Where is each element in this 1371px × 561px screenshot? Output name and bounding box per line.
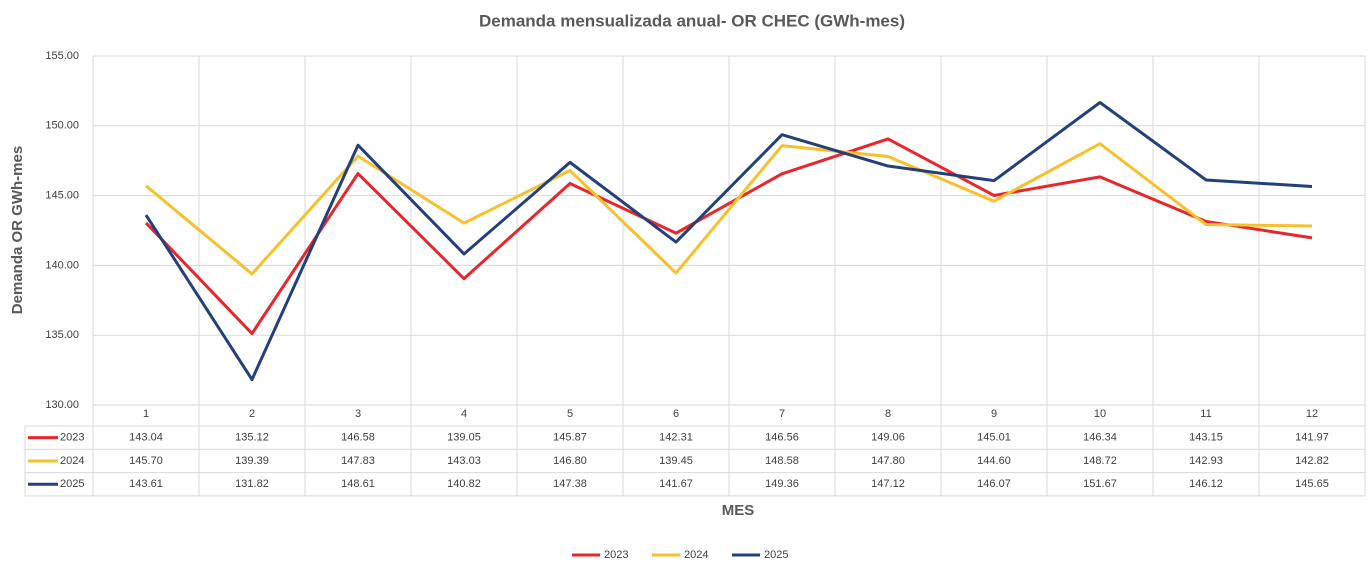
- table-value: 145.87: [553, 432, 587, 444]
- series-line: [144, 137, 1313, 336]
- table-value: 146.07: [977, 478, 1011, 490]
- x-tick-label: 10: [1094, 408, 1106, 420]
- x-tick-label: 3: [355, 408, 361, 420]
- y-tick-label: 150.00: [45, 120, 79, 132]
- x-tick-label: 5: [567, 408, 573, 420]
- y-tick-label: 130.00: [45, 399, 79, 411]
- table-value: 145.65: [1295, 478, 1329, 490]
- x-tick-label: 2: [249, 408, 255, 420]
- table-value: 146.58: [341, 432, 375, 444]
- table-value: 139.05: [447, 432, 481, 444]
- x-tick-label: 12: [1306, 408, 1318, 420]
- table-value: 147.12: [871, 478, 905, 490]
- table-series-name: 2024: [60, 455, 84, 467]
- table-value: 143.15: [1189, 432, 1223, 444]
- table-value: 151.67: [1083, 478, 1117, 490]
- table-value: 131.82: [235, 478, 269, 490]
- table-value: 145.01: [977, 432, 1011, 444]
- table-value: 139.39: [235, 455, 269, 467]
- table-value: 149.36: [765, 478, 799, 490]
- table-value: 143.61: [129, 478, 163, 490]
- table-value: 146.12: [1189, 478, 1223, 490]
- table-series-name: 2025: [60, 478, 84, 490]
- table-value: 135.12: [235, 432, 269, 444]
- x-axis-title: MES: [722, 502, 755, 519]
- table-value: 141.67: [659, 478, 693, 490]
- x-tick-label: 6: [673, 408, 679, 420]
- x-tick-label: 7: [779, 408, 785, 420]
- table-value: 141.97: [1295, 432, 1329, 444]
- table-value: 142.31: [659, 432, 693, 444]
- table-value: 148.58: [765, 455, 799, 467]
- table-value: 142.82: [1295, 455, 1329, 467]
- table-value: 144.60: [977, 455, 1011, 467]
- x-tick-label: 1: [143, 408, 149, 420]
- table-value: 148.72: [1083, 455, 1117, 467]
- table-value: 146.34: [1083, 432, 1117, 444]
- table-value: 149.06: [871, 432, 905, 444]
- legend-label: 2023: [604, 549, 628, 561]
- table-value: 145.70: [129, 455, 163, 467]
- x-tick-label: 4: [461, 408, 467, 420]
- x-tick-label: 8: [885, 408, 891, 420]
- y-axis-title: Demanda OR GWh-mes: [9, 146, 26, 314]
- series-line: [145, 142, 1313, 276]
- table-value: 146.80: [553, 455, 587, 467]
- table-value: 139.45: [659, 455, 693, 467]
- x-tick-label: 11: [1200, 408, 1211, 420]
- series-line: [144, 100, 1313, 382]
- y-tick-label: 155.00: [45, 50, 79, 62]
- chart-title: Demanda mensualizada anual- OR CHEC (GWh…: [479, 11, 905, 30]
- table-value: 146.56: [765, 432, 799, 444]
- table-value: 147.80: [871, 455, 905, 467]
- y-tick-label: 140.00: [45, 259, 79, 271]
- legend-label: 2025: [764, 549, 788, 561]
- y-tick-label: 145.00: [45, 190, 79, 202]
- x-tick-label: 9: [991, 408, 997, 420]
- legend-label: 2024: [684, 549, 708, 561]
- y-tick-label: 135.00: [45, 329, 79, 341]
- table-value: 143.04: [129, 432, 163, 444]
- table-value: 147.83: [341, 455, 375, 467]
- table-value: 143.03: [447, 455, 481, 467]
- table-value: 148.61: [341, 478, 375, 490]
- table-value: 142.93: [1189, 455, 1223, 467]
- table-value: 140.82: [447, 478, 481, 490]
- table-value: 147.38: [553, 478, 587, 490]
- table-series-name: 2023: [60, 432, 84, 444]
